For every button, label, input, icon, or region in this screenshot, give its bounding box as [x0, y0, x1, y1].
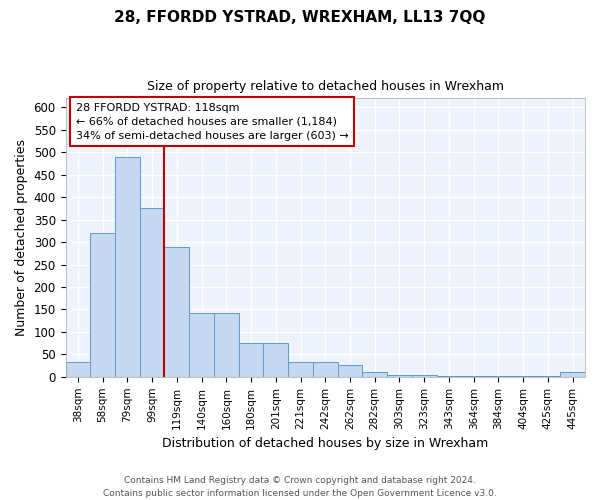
Bar: [140, 208, 164, 377]
Bar: [560, 372, 585, 377]
Bar: [288, 362, 313, 377]
Bar: [90, 233, 115, 377]
Bar: [511, 376, 536, 377]
Bar: [164, 246, 189, 377]
Bar: [362, 372, 387, 377]
Bar: [461, 376, 486, 377]
Bar: [115, 156, 140, 377]
Bar: [239, 343, 263, 377]
Bar: [65, 362, 90, 377]
Y-axis label: Number of detached properties: Number of detached properties: [15, 139, 28, 336]
Bar: [437, 376, 461, 377]
Bar: [189, 312, 214, 377]
Bar: [214, 312, 239, 377]
Bar: [313, 362, 338, 377]
Bar: [486, 376, 511, 377]
Text: 28, FFORDD YSTRAD, WREXHAM, LL13 7QQ: 28, FFORDD YSTRAD, WREXHAM, LL13 7QQ: [115, 10, 485, 25]
Title: Size of property relative to detached houses in Wrexham: Size of property relative to detached ho…: [147, 80, 504, 93]
Bar: [412, 376, 437, 377]
Bar: [338, 364, 362, 377]
Text: 28 FFORDD YSTRAD: 118sqm
← 66% of detached houses are smaller (1,184)
34% of sem: 28 FFORDD YSTRAD: 118sqm ← 66% of detach…: [76, 102, 349, 141]
Bar: [387, 374, 412, 377]
Bar: [263, 343, 288, 377]
Text: Contains HM Land Registry data © Crown copyright and database right 2024.
Contai: Contains HM Land Registry data © Crown c…: [103, 476, 497, 498]
X-axis label: Distribution of detached houses by size in Wrexham: Distribution of detached houses by size …: [162, 437, 488, 450]
